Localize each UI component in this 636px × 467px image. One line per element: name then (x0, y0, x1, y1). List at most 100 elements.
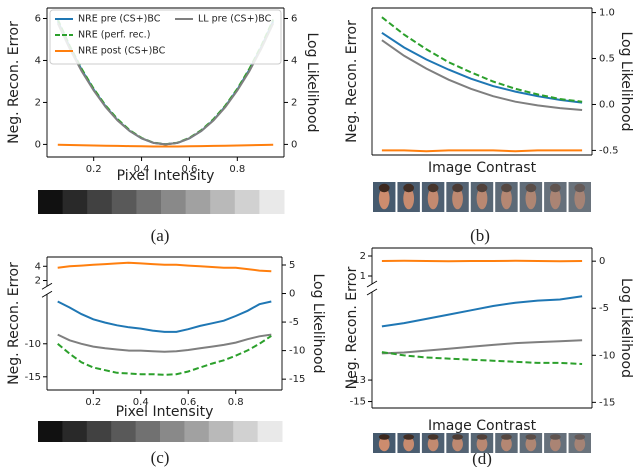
y-tick-label: 6 (35, 13, 41, 24)
series-line (57, 335, 272, 376)
y-tick-label: 2 (360, 251, 366, 262)
y-axis-label: Neg. Recon. Error (344, 266, 360, 389)
intensity-swatch (111, 421, 137, 442)
caption: (a) (151, 226, 170, 245)
intensity-swatch (185, 190, 211, 214)
face (403, 187, 415, 210)
y-tick-label: -13 (350, 375, 366, 386)
intensity-swatch (184, 421, 210, 442)
caption: (d) (472, 449, 492, 467)
hair (403, 434, 415, 440)
x-axis-label: Image Contrast (428, 160, 537, 176)
face (549, 436, 561, 452)
face (403, 436, 415, 452)
y-tick-label: 2 (35, 97, 41, 108)
y2-tick-label: -5 (289, 317, 299, 328)
y-tick-label: 4 (35, 55, 41, 66)
x-axis-label: Pixel Intensity (117, 168, 215, 184)
caption: (c) (151, 448, 170, 467)
hair (452, 434, 463, 440)
series-line (57, 143, 274, 148)
series-line (381, 149, 583, 153)
intensity-swatch (160, 421, 185, 442)
face (452, 436, 463, 452)
break-mark (366, 280, 378, 288)
y-axis-label: Neg. Recon. Error (6, 262, 22, 385)
intensity-swatch (233, 421, 259, 442)
face (476, 436, 488, 452)
y2-axis-label: Log Likelihood (304, 32, 320, 132)
face (476, 187, 488, 210)
y2-tick-label: 2 (291, 97, 297, 108)
series-line (381, 31, 583, 104)
y-tick-label: -10 (25, 339, 41, 350)
face (501, 187, 512, 210)
series-line (381, 351, 583, 365)
hair (476, 183, 488, 193)
y2-tick-label: 1.0 (599, 8, 615, 19)
intensity-swatch (62, 421, 88, 442)
series-line (56, 22, 275, 146)
y2-tick-label: -5 (599, 303, 609, 314)
y2-tick-label: -10 (289, 346, 305, 357)
intensity-swatch (161, 190, 187, 214)
series-line (381, 295, 583, 328)
face (574, 187, 586, 210)
caption: (b) (470, 226, 490, 245)
hair (549, 434, 561, 440)
hair (427, 434, 439, 440)
legend-label: NRE pre (CS+)BC (78, 14, 161, 25)
y2-tick-label: -15 (289, 374, 305, 385)
series-line (381, 16, 583, 103)
intensity-swatch (111, 190, 137, 214)
face (427, 436, 439, 452)
y2-tick-label: 5 (289, 260, 295, 271)
y-axis-label: Neg. Recon. Error (344, 20, 360, 143)
y2-axis-label: Log Likelihood (310, 273, 326, 373)
y2-tick-label: -10 (599, 350, 615, 361)
series-line (381, 339, 583, 355)
intensity-swatch (86, 421, 112, 442)
x-tick-label: 0.8 (228, 397, 244, 408)
face (574, 436, 586, 452)
x-tick-label: 0.2 (86, 164, 102, 175)
x-axis-label: Pixel Intensity (116, 404, 214, 420)
x-tick-label: 0.2 (85, 397, 101, 408)
x-tick-label: 0.4 (134, 164, 150, 175)
break-mark (366, 288, 378, 296)
x-axis-label: Image Contrast (428, 418, 537, 434)
y2-tick-label: 4 (291, 55, 297, 66)
y2-axis-label: Log Likelihood (618, 278, 634, 378)
y-tick-label: 2 (35, 276, 41, 287)
hair (452, 183, 463, 193)
hair (378, 183, 390, 193)
face (501, 436, 512, 452)
y2-tick-label: 0 (599, 256, 605, 267)
intensity-swatch (136, 190, 162, 214)
y-tick-label: -15 (350, 397, 366, 408)
legend-label: LL pre (CS+)BC (198, 14, 272, 25)
hair (427, 183, 439, 193)
y2-tick-label: 0 (289, 289, 295, 300)
y2-tick-label: 0.5 (599, 54, 615, 65)
intensity-swatch (234, 190, 260, 214)
series-line (381, 39, 583, 111)
hair (476, 434, 488, 440)
intensity-swatch (135, 421, 161, 442)
series-line (57, 300, 272, 333)
face (427, 187, 439, 210)
face (525, 187, 537, 210)
hair (525, 434, 537, 440)
x-tick-label: 0.6 (181, 164, 197, 175)
x-tick-label: 0.4 (133, 397, 149, 408)
y2-tick-label: 0.0 (599, 99, 615, 110)
face (378, 187, 390, 210)
x-tick-label: 0.8 (229, 164, 245, 175)
break-mark (41, 290, 53, 298)
series-line (57, 261, 272, 273)
y-tick-label: -15 (25, 372, 41, 383)
hair (501, 434, 512, 440)
y2-tick-label: 0 (291, 139, 297, 150)
legend-label: NRE post (CS+)BC (78, 46, 166, 57)
y-tick-label: 4 (35, 261, 41, 272)
